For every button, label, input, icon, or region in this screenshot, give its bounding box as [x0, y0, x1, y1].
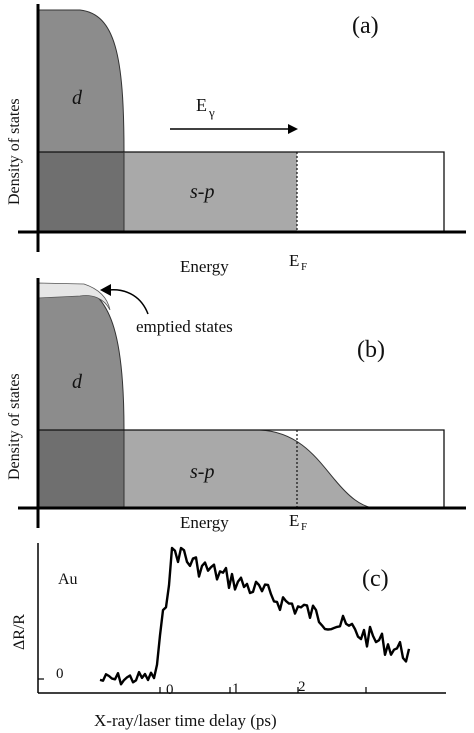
- panel-b-emptied-states: [37, 282, 111, 311]
- panel-a-fermi-label: E: [289, 251, 299, 270]
- panel-b-annotation-arrowhead: [100, 284, 111, 296]
- panel-a-sp-outline: [38, 151, 445, 232]
- panel-a-photon-arrowhead: [288, 124, 298, 134]
- panel-b-sp-outline: [38, 429, 445, 508]
- panel-b-fermi-label: E: [289, 511, 299, 530]
- panel-c-sample: Au: [58, 571, 78, 588]
- panel-a-sp-filled: [124, 152, 297, 232]
- panel-b-ylabel: Density of states: [6, 373, 23, 480]
- panel-a: (a) d s-p E γ Energy E F Density of stat…: [6, 4, 466, 276]
- panel-c-tick-label-1: 1: [232, 681, 240, 697]
- panel-c: (c) Au 0 0 1 2 X-ray/laser time delay (p…: [11, 543, 446, 730]
- panel-a-sp-label: s-p: [190, 181, 214, 203]
- panel-b: emptied states (b) d s-p Energy E F Dens…: [6, 278, 466, 533]
- panel-b-fermi-sub: F: [301, 521, 307, 533]
- panel-a-d-label: d: [72, 87, 83, 109]
- panel-b-sp-filled: [123, 429, 373, 509]
- panel-c-tick-label-0: 0: [166, 682, 174, 698]
- panel-b-annotation-arrow: [107, 289, 149, 315]
- panel-c-trace: [99, 546, 411, 686]
- panel-a-fermi-sub: F: [301, 261, 307, 273]
- panel-b-annotation: emptied states: [136, 317, 233, 336]
- panel-b-d-label: d: [72, 371, 83, 393]
- panel-a-xlabel: Energy: [180, 257, 229, 276]
- panel-b-xlabel: Energy: [180, 513, 229, 532]
- panel-b-overlap: [38, 430, 124, 508]
- panel-c-ylabel: ΔR/R: [11, 614, 28, 650]
- panel-a-ylabel: Density of states: [6, 98, 23, 205]
- panel-c-tag: (c): [362, 566, 389, 592]
- panel-c-xlabel: X-ray/laser time delay (ps): [94, 711, 277, 730]
- panel-a-photon-sub: γ: [208, 105, 215, 120]
- panel-c-tick-label-2: 2: [298, 679, 306, 695]
- panel-b-tag: (b): [357, 337, 385, 363]
- panel-b-sp-label: s-p: [190, 461, 214, 483]
- panel-a-tag: (a): [352, 13, 379, 39]
- panel-c-zero-label: 0: [56, 666, 64, 682]
- panel-a-overlap: [38, 152, 124, 232]
- panel-a-photon-label: E: [196, 95, 207, 115]
